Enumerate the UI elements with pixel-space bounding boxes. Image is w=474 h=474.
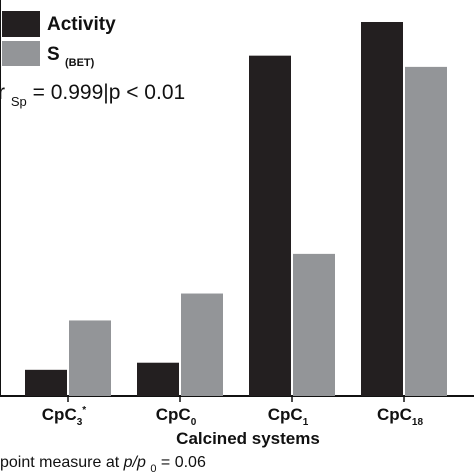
x-ticks-group: CpC3* CpC0 CpC1 CpC18 [42, 396, 424, 428]
legend-swatch-sbet [2, 41, 40, 66]
legend-label-sbet-sub: (BET) [65, 57, 95, 69]
x-tick-label-3: CpC18 [377, 405, 424, 428]
x-tick-label-2: CpC1 [268, 405, 309, 428]
annotation-prefix-sub: Sp [11, 94, 27, 109]
bar-sbet-3 [405, 66, 447, 396]
bar-sbet-2 [293, 253, 335, 396]
legend-label-sbet-base: S [47, 44, 60, 65]
footnote-tail: = 0.06 [161, 454, 206, 471]
x-tick-label-1: CpC0 [156, 405, 197, 428]
bar-activity-1 [137, 362, 179, 396]
footnote-lead: point measure at [0, 454, 124, 471]
footnote: point measure at p/p 0 = 0.06 [0, 454, 206, 474]
legend: Activity S (BET) [2, 11, 116, 69]
legend-swatch-activity [2, 11, 40, 37]
bar-sbet-0 [69, 320, 111, 396]
footnote-var-sub: 0 [150, 463, 156, 474]
correlation-annotation: r Sp = 0.999|p < 0.01 [0, 81, 185, 111]
annotation-prefix: r [0, 81, 5, 104]
bar-activity-3 [361, 22, 403, 396]
x-tick-label-0: CpC3* [42, 405, 87, 428]
annotation-text: = 0.999|p < 0.01 [33, 81, 186, 104]
bar-sbet-1 [181, 293, 223, 396]
x-axis-title: Calcined systems [176, 429, 320, 448]
footnote-var: p/p [123, 454, 146, 471]
bar-activity-2 [249, 55, 291, 396]
legend-label-activity: Activity [47, 14, 116, 35]
bars-group [25, 22, 447, 396]
legend-label-sbet: S (BET) [47, 44, 95, 69]
bar-activity-0 [25, 369, 67, 396]
